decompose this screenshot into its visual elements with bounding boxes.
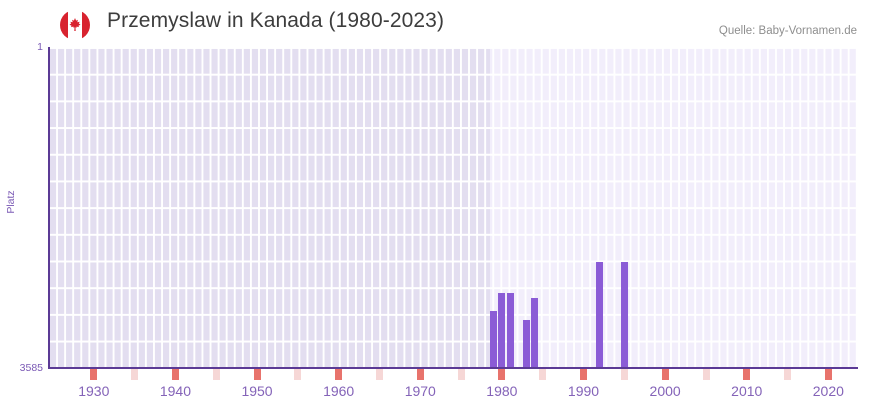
bar[interactable] [522,320,530,368]
x-tick-minor [784,369,792,380]
bars-layer [49,48,857,368]
grid-lines [49,48,857,368]
x-tick-minor [539,369,547,380]
x-tick-minor [376,369,384,380]
x-tick-major [498,369,506,380]
y-axis-top-label: 1 [37,41,43,53]
x-axis-tick-label: 1940 [159,383,191,399]
x-axis-tick-label: 1930 [78,383,110,399]
flag-band-right [82,10,90,40]
x-axis-tick-marks [49,369,857,380]
x-axis-tick-label: 2010 [731,383,763,399]
x-tick-minor [131,369,139,380]
x-axis-labels: 1930 1940 1950 1960 1970 1980 1990 2000 2010 2020 [0,383,873,408]
x-axis-tick-label: 1950 [241,383,273,399]
bar[interactable] [531,297,539,368]
bar[interactable] [620,262,628,368]
x-axis-tick-label: 1980 [486,383,518,399]
y-axis-bottom-label: 3585 [19,362,43,374]
bar[interactable] [506,293,514,368]
x-tick-major [172,369,180,380]
chart-header: Przemyslaw in Kanada (1980-2023) Quelle:… [0,0,873,48]
y-axis-title: Platz [5,190,17,214]
bar[interactable] [596,262,604,368]
x-tick-major [335,369,343,380]
x-tick-minor [620,369,628,380]
canada-flag-icon [60,10,90,40]
x-tick-minor [212,369,220,380]
x-axis-tick-label: 2020 [812,383,844,399]
page-title: Przemyslaw in Kanada (1980-2023) [107,9,445,32]
x-axis-tick-label: 1960 [323,383,355,399]
x-tick-major [90,369,98,380]
source-attribution: Quelle: Baby-Vornamen.de [718,25,857,37]
flag-band-left [60,10,68,40]
bar[interactable] [490,311,498,368]
y-axis-line [48,47,50,369]
x-tick-major [253,369,261,380]
x-tick-minor [294,369,302,380]
x-tick-minor [457,369,465,380]
x-axis-tick-label: 1990 [567,383,600,399]
x-axis-tick-label: 1970 [404,383,436,399]
x-tick-major [661,369,669,380]
x-tick-major [416,369,424,380]
x-tick-major [824,369,832,380]
maple-leaf-icon [69,18,81,31]
plot-area [49,48,857,368]
x-tick-minor [702,369,710,380]
x-axis-tick-label: 2000 [649,383,681,399]
x-axis-line [48,367,858,369]
x-tick-major [743,369,751,380]
bar[interactable] [498,293,506,368]
x-tick-major [580,369,588,380]
